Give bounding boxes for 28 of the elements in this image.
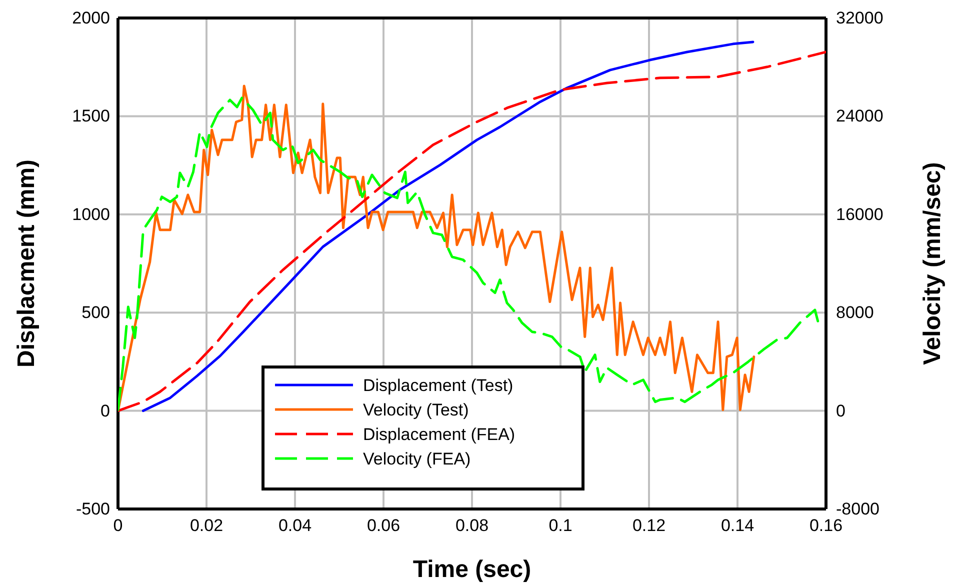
y2-tick-label: 0 — [836, 401, 846, 420]
x-tick-label: 0.1 — [548, 516, 572, 536]
y-tick-label: 500 — [82, 303, 110, 322]
x-tick-label: 0.06 — [366, 516, 400, 536]
x-tick-label: 0.04 — [278, 516, 312, 536]
y-axis-title: Displacment (mm) — [13, 159, 40, 368]
y-tick-label: -500 — [76, 499, 110, 518]
y2-tick-label: -8000 — [836, 499, 880, 518]
x-tick-label: 0 — [113, 516, 123, 536]
x-tick-label: 0.08 — [455, 516, 489, 536]
x-tick-label: 0.02 — [190, 516, 224, 536]
legend-label: Displacement (FEA) — [363, 425, 516, 444]
legend-label: Velocity (FEA) — [363, 450, 471, 468]
x-tick-label: 0.16 — [809, 516, 843, 536]
y-tick-label: 1500 — [72, 106, 110, 126]
y-tick-label: 0 — [100, 401, 110, 420]
y-tick-label: 1000 — [72, 204, 110, 224]
y2-tick-label: 32000 — [836, 8, 884, 28]
x-tick-label: 0.12 — [632, 516, 666, 536]
legend-label: Displacement (Test) — [363, 376, 514, 395]
legend-label: Velocity (Test) — [363, 400, 469, 420]
x-axis-title: Time (sec) — [412, 556, 532, 583]
y2-axis-title: Velocity (mm/sec) — [919, 162, 946, 365]
y-tick-label: 2000 — [72, 8, 110, 28]
y2-tick-label: 24000 — [836, 106, 884, 126]
y2-tick-label: 16000 — [836, 204, 884, 224]
x-tick-label: 0.14 — [720, 516, 754, 536]
y2-tick-label: 8000 — [836, 303, 874, 322]
